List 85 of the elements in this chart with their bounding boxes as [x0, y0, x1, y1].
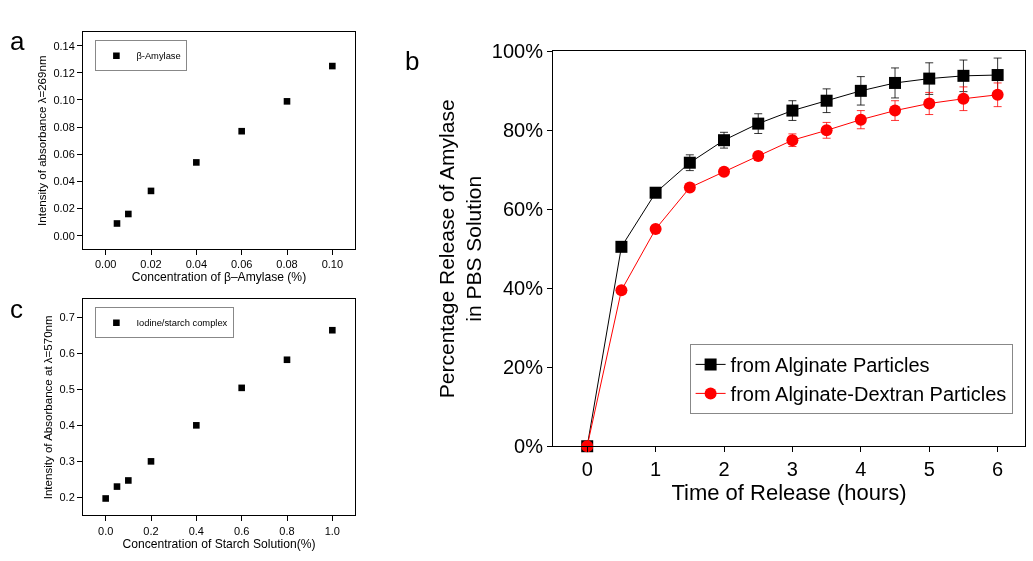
text: a: [10, 26, 25, 56]
text: b: [405, 46, 420, 76]
x-tick-label: 5: [923, 458, 935, 481]
y-tick-label: 0.2: [59, 491, 75, 504]
y-tick-label: 0.02: [53, 202, 75, 215]
x-tick-label: 0.0: [98, 524, 114, 537]
point: [147, 458, 155, 465]
y-tick-label: 40%: [502, 277, 544, 300]
point: [991, 88, 1004, 101]
point: [283, 356, 291, 364]
point: [854, 84, 867, 97]
y-tick-label: 0.08: [53, 120, 75, 133]
point: [923, 72, 936, 85]
point: [113, 483, 121, 490]
x-tick-label: 1: [650, 458, 662, 481]
point: [193, 422, 200, 429]
legend-label: from Alginate-Dextran Particles: [730, 383, 1007, 406]
y-tick-label: 0.10: [53, 93, 75, 106]
y-tick-label: 0.7: [59, 311, 75, 324]
point: [329, 62, 336, 70]
point: [615, 240, 628, 253]
point: [957, 69, 970, 82]
point: [991, 69, 1004, 82]
y-tick-label: 0.00: [53, 229, 75, 242]
x-tick-label: 2: [718, 458, 730, 481]
point: [125, 477, 132, 484]
y-tick-label: 0.5: [59, 383, 75, 396]
point: [718, 165, 731, 178]
point: [889, 76, 902, 89]
point: [786, 104, 799, 117]
x-tick-label: 0.6: [234, 524, 250, 537]
point: [238, 127, 245, 135]
x-tick-label: 6: [992, 458, 1004, 481]
point: [854, 113, 867, 126]
x-tick-label: 0.00: [94, 258, 117, 271]
y-tick-label: 80%: [502, 119, 544, 142]
y-axis-title: Intensity of absorbance λ=269nm: [35, 55, 48, 226]
y-tick-label: 60%: [502, 198, 544, 221]
point: [125, 210, 132, 218]
x-tick-label: 0.8: [279, 524, 295, 537]
y-tick-label: 0.04: [53, 175, 75, 188]
x-tick-label: 0.10: [321, 258, 344, 271]
point: [102, 495, 109, 502]
x-tick-label: 0.08: [276, 258, 298, 271]
text: c: [10, 294, 23, 324]
y-tick-label: 20%: [502, 356, 544, 379]
y-tick-label: 0.06: [53, 148, 75, 161]
x-axis-title: Time of Release (hours): [671, 480, 907, 506]
legend-label: from Alginate Particles: [730, 354, 930, 377]
y-axis-title: Intensity of Absorbance at λ=570nm: [41, 315, 54, 500]
y-tick-label: 0%: [514, 435, 544, 458]
x-tick-label: 4: [855, 458, 867, 481]
x-axis-title: Concentration of Starch Solution(%): [122, 536, 316, 551]
point: [283, 98, 291, 105]
point: [820, 94, 833, 107]
point: [238, 384, 245, 392]
y-tick-label: 0.14: [53, 39, 75, 52]
y-tick-label: 0.6: [59, 347, 75, 360]
point: [113, 220, 121, 227]
legend-label: Iodine/starch complex: [136, 318, 228, 329]
point: [193, 159, 200, 166]
x-tick-label: 0.4: [188, 524, 204, 537]
legend-label: β-Amylase: [136, 51, 181, 62]
point: [329, 326, 336, 334]
x-tick-label: 3: [786, 458, 798, 481]
point: [649, 223, 662, 236]
x-tick-label: 0.2: [143, 524, 159, 537]
x-tick-label: 0.06: [230, 258, 253, 271]
point: [889, 104, 902, 117]
point: [957, 92, 970, 105]
y-tick-label: 100%: [491, 40, 544, 63]
y-tick-label: 0.4: [59, 419, 75, 432]
point: [683, 181, 696, 194]
x-tick-label: 1.0: [324, 524, 340, 537]
x-tick-label: 0: [581, 458, 593, 481]
point: [649, 186, 662, 199]
y-axis-title: Percentage Release of Amylase in PBS Solution: [434, 99, 485, 399]
x-axis-title: Concentration of β–Amylase (%): [131, 270, 307, 285]
y-tick-label: 0.12: [53, 66, 75, 79]
y-tick-label: 0.3: [59, 455, 75, 468]
point: [752, 117, 765, 130]
point: [923, 97, 936, 110]
point: [615, 284, 628, 297]
x-tick-label: 0.02: [140, 258, 162, 271]
x-tick-label: 0.04: [185, 258, 208, 271]
